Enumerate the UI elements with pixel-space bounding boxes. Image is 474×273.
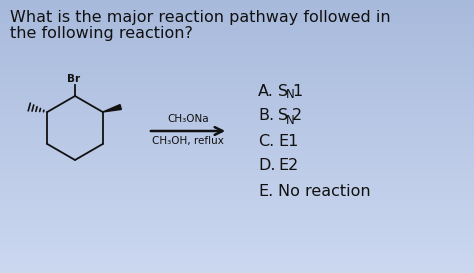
Text: CH₃OH, reflux: CH₃OH, reflux (152, 136, 224, 146)
Text: N: N (286, 88, 295, 102)
Text: What is the major reaction pathway followed in: What is the major reaction pathway follo… (10, 10, 391, 25)
Text: E2: E2 (278, 159, 298, 174)
Text: E1: E1 (278, 133, 298, 149)
Text: B.: B. (258, 108, 274, 123)
Text: C.: C. (258, 133, 274, 149)
Text: No reaction: No reaction (278, 183, 371, 198)
Text: CH₃ONa: CH₃ONa (167, 114, 209, 124)
Text: Br: Br (67, 74, 81, 84)
Text: S: S (278, 108, 288, 123)
Text: 2: 2 (292, 108, 302, 123)
Polygon shape (103, 105, 121, 112)
Text: A.: A. (258, 84, 274, 99)
Text: E.: E. (258, 183, 273, 198)
Text: D.: D. (258, 159, 275, 174)
Text: the following reaction?: the following reaction? (10, 26, 193, 41)
Text: 1: 1 (292, 84, 302, 99)
Text: S: S (278, 84, 288, 99)
Text: N: N (286, 114, 295, 126)
